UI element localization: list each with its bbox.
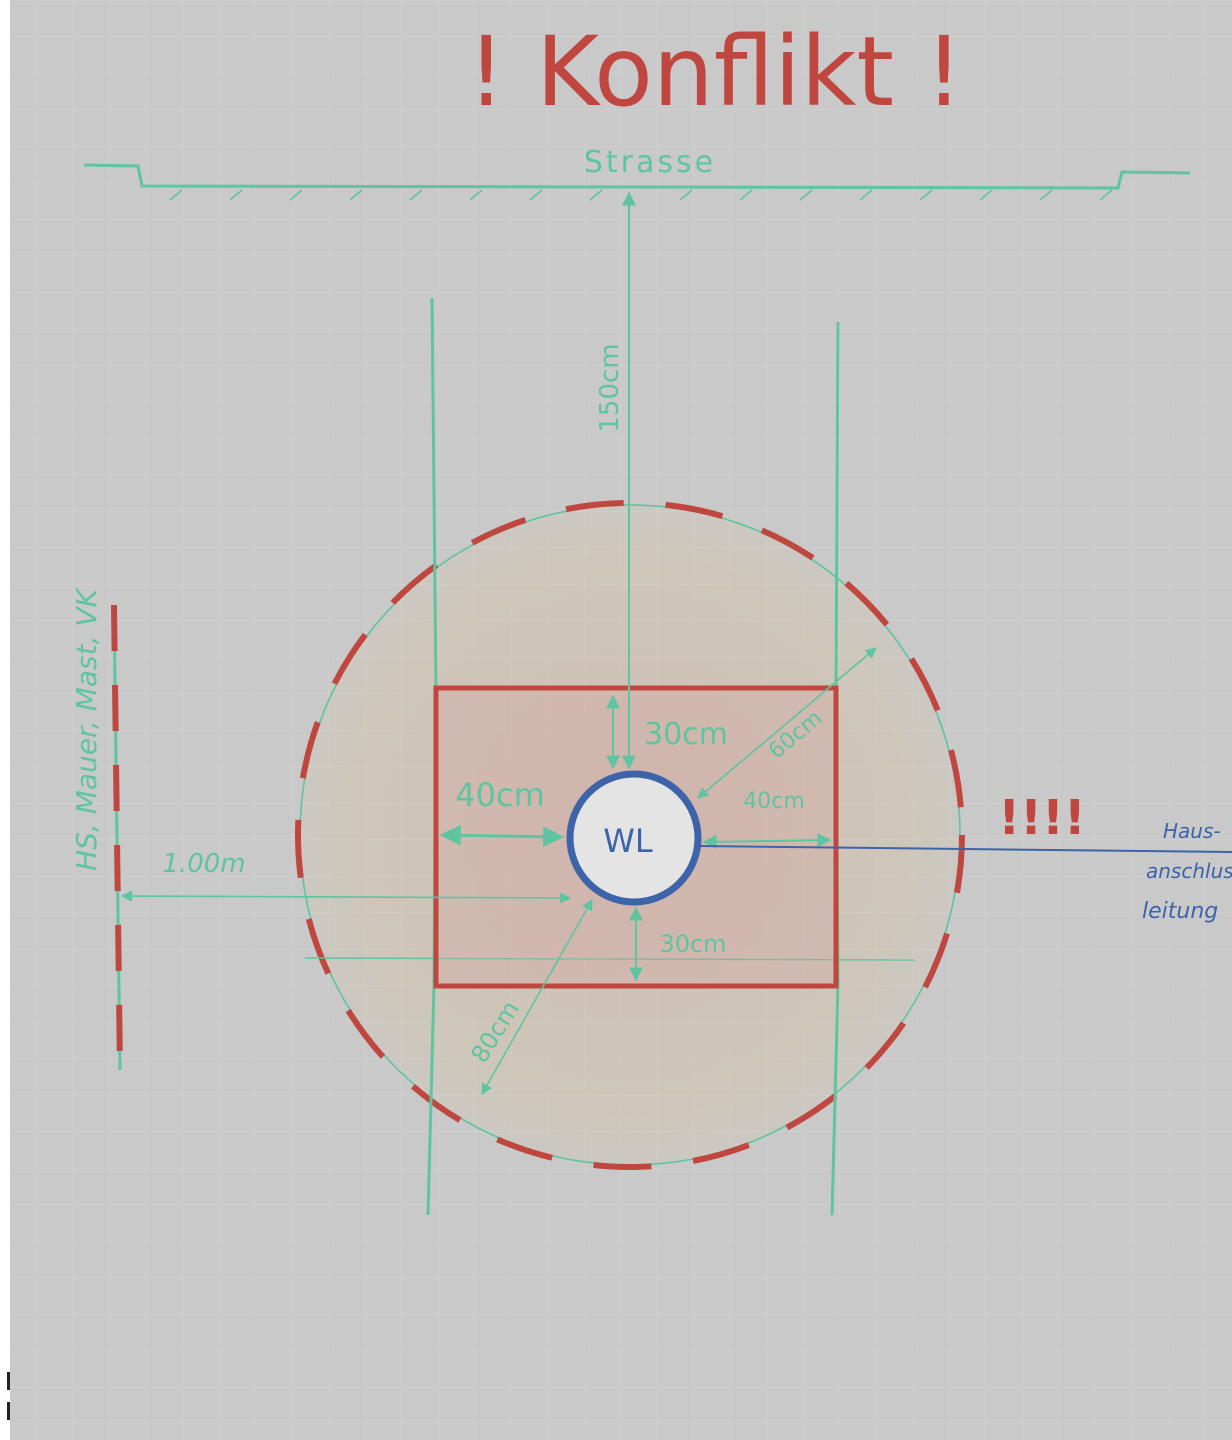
- house-connection-label-1: Haus-: [1163, 819, 1221, 843]
- right-clearance-arrow: [702, 833, 832, 849]
- street-line: [83, 163, 1191, 190]
- edge-mark-1: [7, 1372, 10, 1390]
- pipe-circle: [566, 770, 702, 906]
- left-distance-arrow: [120, 890, 572, 904]
- left-clearance-label: 40cm: [455, 776, 544, 814]
- left-margin-strip: [0, 0, 10, 1440]
- bottom-clearance-label: 30cm: [659, 930, 726, 958]
- house-connection-line: [699, 845, 1232, 853]
- house-connection-label-2: anschlus: [1146, 859, 1232, 883]
- bottom-helper-line: [304, 957, 916, 961]
- top-clearance-label: 30cm: [644, 717, 728, 752]
- right-clearance-label: 40cm: [743, 789, 805, 814]
- left-distance-label: 1.00m: [162, 849, 245, 879]
- conflict-rectangle: [433, 685, 839, 989]
- street-hatching: [169, 189, 1113, 201]
- warning-marks: !!!!: [998, 790, 1086, 846]
- distance-street-label: 150cm: [595, 343, 625, 432]
- left-element-label: HS, Mauer, Mast, VK: [70, 586, 103, 870]
- street-label: Strasse: [584, 145, 716, 180]
- left-element-line: [112, 604, 122, 1071]
- left-clearance-arrow: [439, 824, 565, 848]
- conflict-zone-dashed-circle: [295, 500, 965, 1170]
- title-text: ! Konflikt !: [467, 16, 963, 128]
- pipe-label: WL: [603, 822, 653, 860]
- radius-upper-arrow: [697, 647, 877, 799]
- house-connection-label-3: leitung: [1142, 899, 1218, 924]
- radius-lower-arrow: [481, 899, 593, 1095]
- edge-mark-2: [7, 1402, 10, 1420]
